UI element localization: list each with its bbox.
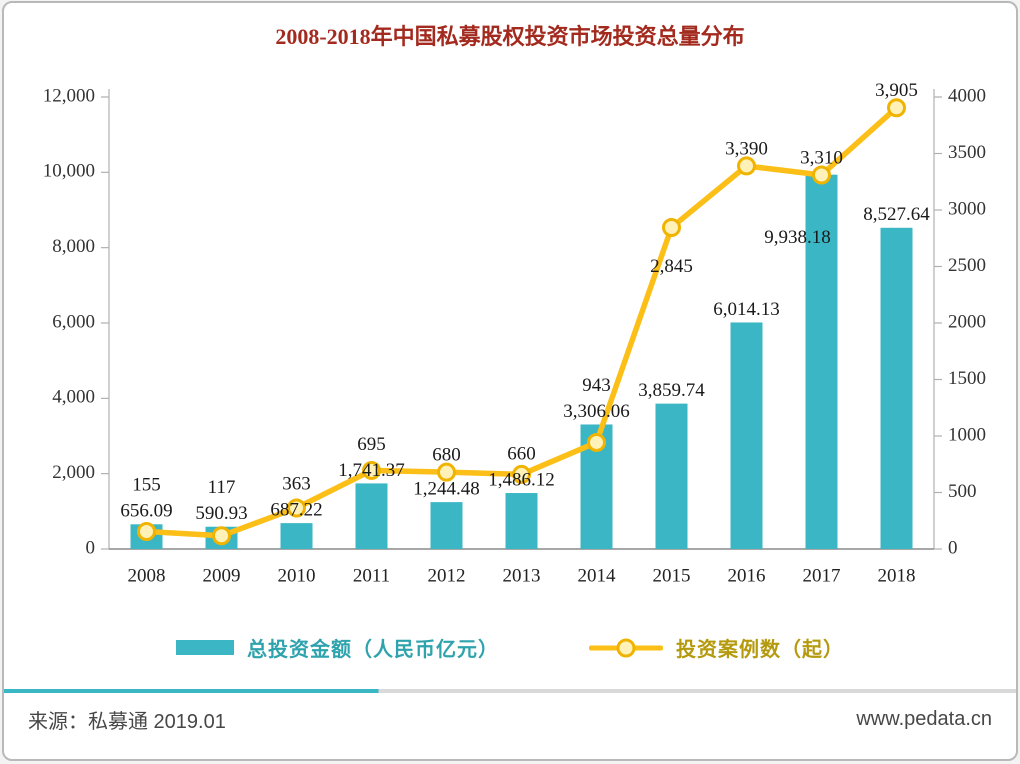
svg-text:1500: 1500 [948, 368, 986, 389]
svg-text:2000: 2000 [948, 311, 986, 332]
svg-text:2500: 2500 [948, 255, 986, 276]
svg-text:3,310: 3,310 [800, 147, 843, 168]
line-swatch-icon [589, 638, 663, 658]
svg-text:117: 117 [208, 477, 236, 498]
svg-text:500: 500 [948, 481, 977, 502]
svg-text:2016: 2016 [728, 565, 766, 586]
svg-text:590.93: 590.93 [195, 503, 247, 524]
svg-text:8,527.64: 8,527.64 [863, 204, 930, 225]
svg-text:2015: 2015 [653, 565, 691, 586]
website-text: www.pedata.cn [856, 708, 992, 730]
legend: 总投资金额（人民币亿元） 投资案例数（起） [4, 633, 1016, 662]
svg-text:3,859.74: 3,859.74 [638, 380, 705, 401]
svg-text:6,000: 6,000 [52, 311, 95, 332]
line-swatch-marker [616, 638, 636, 657]
svg-text:1,741.37: 1,741.37 [338, 460, 405, 481]
svg-text:2,845: 2,845 [650, 256, 693, 277]
svg-text:2013: 2013 [503, 565, 541, 586]
svg-text:3,390: 3,390 [725, 138, 768, 159]
svg-text:1000: 1000 [948, 424, 986, 445]
svg-text:2018: 2018 [878, 565, 916, 586]
svg-text:2011: 2011 [353, 565, 390, 586]
svg-text:9,938.18: 9,938.18 [764, 227, 831, 248]
svg-text:943: 943 [582, 375, 611, 396]
svg-text:2,000: 2,000 [52, 462, 95, 483]
svg-text:680: 680 [432, 445, 461, 466]
svg-text:2010: 2010 [278, 565, 316, 586]
footer-divider [4, 689, 1016, 693]
legend-line-label: 投资案例数（起） [676, 639, 844, 661]
svg-text:8,000: 8,000 [52, 236, 95, 257]
svg-text:4000: 4000 [948, 85, 986, 106]
svg-text:363: 363 [282, 473, 311, 494]
svg-text:0: 0 [948, 537, 958, 558]
svg-text:2014: 2014 [578, 565, 617, 586]
svg-text:695: 695 [357, 434, 386, 455]
svg-text:4,000: 4,000 [52, 387, 95, 408]
svg-text:1,486.12: 1,486.12 [488, 469, 555, 490]
svg-text:10,000: 10,000 [43, 161, 95, 182]
chart-svg: 0 2,000 4,000 6,000 8,000 10,000 12,000 0 500 100… [43, 80, 986, 586]
svg-text:12,000: 12,000 [43, 85, 95, 106]
svg-text:1,244.48: 1,244.48 [413, 478, 480, 499]
svg-text:656.09: 656.09 [120, 501, 172, 522]
svg-text:6,014.13: 6,014.13 [713, 299, 780, 320]
svg-text:2012: 2012 [428, 565, 466, 586]
svg-text:3000: 3000 [948, 198, 986, 219]
svg-text:3,306.06: 3,306.06 [563, 401, 630, 422]
bar-swatch-icon [176, 640, 234, 655]
svg-text:0: 0 [86, 537, 96, 558]
page-title: 2008-2018年中国私募股权投资市场投资总量分布 [275, 24, 745, 49]
chart: 0 2,000 4,000 6,000 8,000 10,000 12,000 0 500 100… [4, 57, 1016, 597]
svg-text:3500: 3500 [948, 142, 986, 163]
svg-text:3,905: 3,905 [875, 80, 918, 101]
svg-text:687.22: 687.22 [270, 499, 322, 520]
svg-text:2017: 2017 [803, 565, 841, 586]
legend-item-line: 投资案例数（起） [589, 633, 844, 662]
legend-bar-label: 总投资金额（人民币亿元） [247, 639, 499, 661]
svg-text:2009: 2009 [203, 565, 241, 586]
footer: 来源：私募通 2019.01 www.pedata.cn [28, 705, 992, 734]
svg-text:660: 660 [507, 443, 536, 464]
svg-text:2008: 2008 [128, 565, 166, 586]
source-text: 来源：私募通 2019.01 [28, 711, 226, 733]
svg-text:155: 155 [132, 475, 161, 496]
legend-item-bar: 总投资金额（人民币亿元） [176, 633, 499, 662]
